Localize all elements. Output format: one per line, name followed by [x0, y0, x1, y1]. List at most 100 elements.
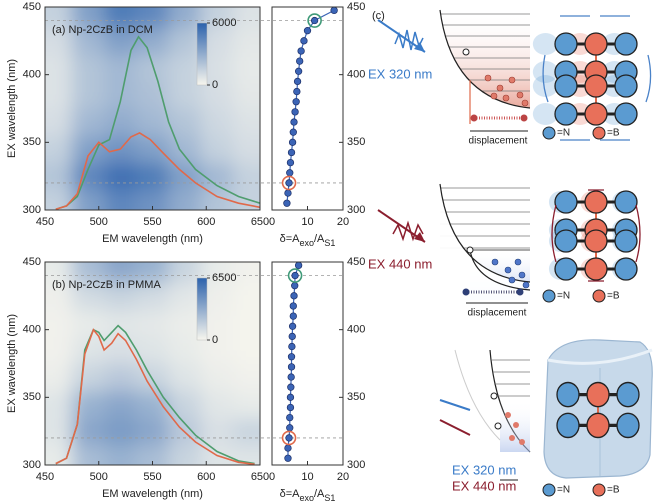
x-tick-label: 10	[301, 471, 313, 483]
y-tick-label: 300	[23, 204, 41, 216]
heatmap-cell	[45, 262, 73, 283]
x-tick-label: 450	[36, 471, 54, 483]
excitation-label: EX 440 nm	[368, 256, 432, 271]
x-axis-label-part: δ=A	[280, 233, 301, 245]
heatmap-cell	[45, 444, 73, 465]
x-tick-label: 0	[269, 471, 275, 483]
profile-point	[297, 47, 305, 55]
heatmap-cell	[136, 262, 170, 283]
panel-label: (b) Np-2CzB in PMMA	[52, 279, 161, 291]
emission-curve	[55, 35, 261, 211]
heatmap-cell	[71, 444, 105, 465]
profile-point	[300, 37, 308, 45]
heatmap-cell	[104, 363, 137, 392]
heatmap-cell	[200, 336, 234, 364]
heatmap-cell	[71, 27, 105, 55]
heatmap-cell	[45, 54, 73, 82]
y-tick-label: 400	[23, 324, 41, 336]
caption: displacement	[468, 308, 527, 319]
ice-cube	[543, 339, 653, 479]
heatmap-cell	[45, 27, 73, 55]
profile-point	[284, 454, 292, 462]
heatmap-cell	[71, 54, 105, 82]
heatmap-cell	[233, 54, 260, 82]
x-tick-label: 450	[36, 216, 54, 228]
wave	[394, 29, 424, 51]
potential-well	[436, 183, 531, 304]
heatmap-cell	[45, 282, 73, 310]
heatmap-cell	[168, 54, 202, 82]
arrowhead	[414, 42, 425, 52]
panel-label: (a) Np-2CzB in DCM	[52, 24, 153, 36]
profile-point	[293, 87, 301, 96]
heatmap-cell	[200, 390, 234, 419]
potential-well	[454, 349, 531, 481]
heatmap-cell	[233, 108, 260, 137]
heatmap-cell	[233, 390, 260, 419]
x-tick-label: 20	[337, 216, 349, 228]
profile-point	[310, 16, 319, 25]
heatmap-cell	[168, 189, 202, 210]
heatmap-cell	[45, 162, 73, 191]
legend-entry: =N	[557, 128, 570, 139]
x-tick-label: 650	[251, 216, 269, 228]
y-tick-label: 400	[23, 69, 41, 81]
heatmap-cell	[71, 189, 105, 210]
heatmap-cell	[136, 444, 170, 465]
heatmap-cell	[136, 7, 170, 28]
emission-curve	[55, 131, 261, 211]
heatmap-cell	[233, 27, 260, 55]
colorbar	[196, 277, 208, 341]
y-axis-label: EX wavelength (nm)	[6, 59, 18, 158]
heatmap-cell	[200, 108, 234, 137]
heatmap-cell	[45, 108, 73, 137]
x-tick-label: 650	[251, 471, 269, 483]
heatmap-cell	[168, 390, 202, 419]
highlight-ring	[281, 175, 297, 191]
heatmap-cell	[136, 162, 170, 191]
y-tick-label: 450	[347, 256, 365, 268]
y-tick-label: 300	[347, 204, 365, 216]
x-tick-label: 20	[337, 471, 349, 483]
profile-point	[286, 413, 294, 422]
y-axis-label: EX wavelength (nm)	[6, 314, 18, 413]
legend-entry: =N	[557, 485, 570, 496]
heatmap-cell	[45, 189, 73, 210]
heatmap-cell	[104, 81, 137, 109]
heatmap-cell	[71, 108, 105, 137]
heatmap-cell	[168, 135, 202, 164]
wave	[392, 220, 424, 242]
heatmap-cell	[233, 444, 260, 465]
heatmap-cell	[104, 7, 137, 28]
heatmap	[45, 7, 260, 210]
heatmap-cell	[136, 282, 170, 310]
heatmap-cell	[136, 363, 170, 392]
heatmap-cell	[200, 135, 234, 164]
x-tick-label: 550	[143, 216, 161, 228]
x-axis-label-part: exo	[299, 238, 314, 248]
profile-point	[290, 292, 298, 300]
profile-point	[287, 383, 295, 391]
x-tick-label: 500	[90, 216, 108, 228]
heatmap-cell	[71, 282, 105, 310]
y-tick-label: 450	[23, 256, 41, 268]
arrow	[439, 419, 471, 436]
heatmap-cell	[45, 81, 73, 109]
y-tick-label: 350	[347, 136, 365, 148]
profile-point	[288, 332, 296, 341]
profile-point	[284, 189, 292, 197]
colorbar-label: 0	[212, 334, 218, 346]
x-axis-label-part: exo	[299, 493, 314, 502]
heatmap-cell	[136, 54, 170, 82]
arrow	[439, 399, 471, 411]
heatmap-cells	[45, 262, 260, 465]
heatmap-cell	[71, 81, 105, 109]
heatmap-cell	[168, 81, 202, 109]
profile-line	[286, 9, 335, 204]
y-tick-label: 350	[347, 391, 365, 403]
heatmap-cell	[104, 309, 137, 337]
heatmap-cell	[71, 7, 105, 28]
profile-point	[286, 424, 294, 432]
heatmap-cell	[233, 336, 260, 364]
